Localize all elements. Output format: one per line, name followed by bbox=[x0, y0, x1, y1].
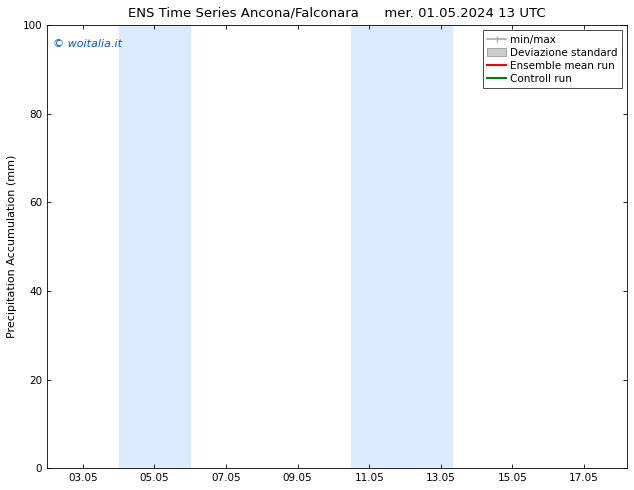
Bar bbox=[119, 25, 190, 468]
Legend: min/max, Deviazione standard, Ensemble mean run, Controll run: min/max, Deviazione standard, Ensemble m… bbox=[483, 30, 622, 88]
Text: © woitalia.it: © woitalia.it bbox=[53, 39, 122, 49]
Y-axis label: Precipitation Accumulation (mm): Precipitation Accumulation (mm) bbox=[7, 155, 17, 339]
Title: ENS Time Series Ancona/Falconara      mer. 01.05.2024 13 UTC: ENS Time Series Ancona/Falconara mer. 01… bbox=[128, 7, 546, 20]
Bar bbox=[351, 25, 451, 468]
